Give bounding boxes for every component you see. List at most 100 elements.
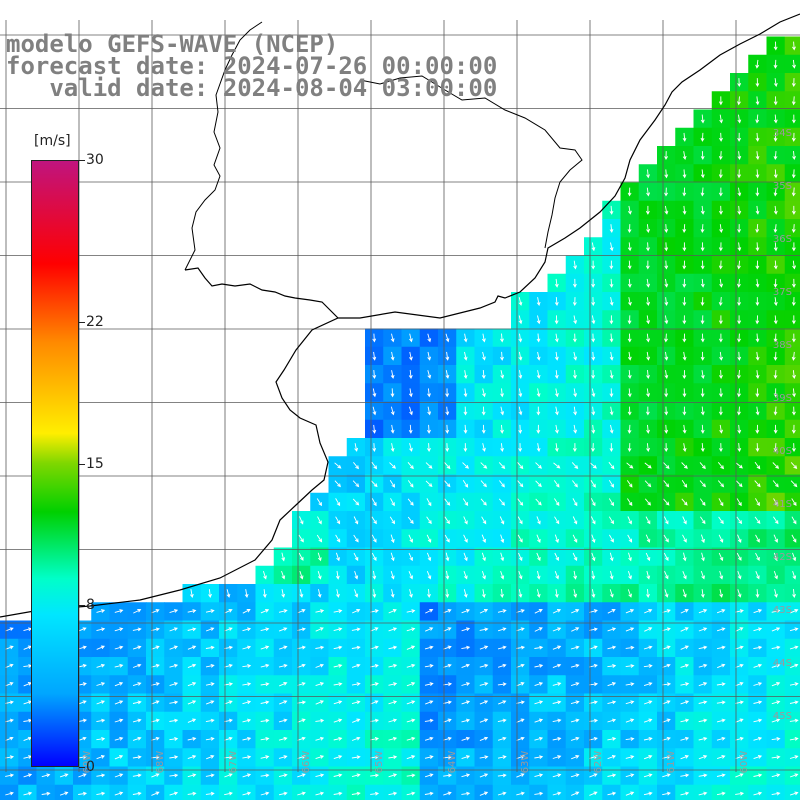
wind-vector-arrow: [790, 480, 798, 488]
wind-vector-arrow: [424, 682, 434, 686]
wind-vector-arrow: [737, 260, 741, 270]
longitude-label: 65W: [374, 751, 385, 774]
wind-vector-arrow: [627, 278, 632, 288]
wind-vector-arrow: [792, 589, 796, 599]
wind-vector-arrow: [792, 151, 796, 161]
wind-vector-arrow: [497, 609, 507, 613]
wind-vector-arrow: [516, 682, 525, 687]
longitude-label: 62W: [593, 751, 604, 774]
wind-vector-arrow: [59, 791, 69, 796]
wind-vector-arrow: [570, 700, 580, 705]
wind-vector-arrow: [644, 498, 651, 506]
wind-vector-arrow: [735, 627, 744, 632]
wind-speed-cell: [784, 438, 800, 457]
wind-vector-arrow: [479, 755, 489, 760]
wind-vector-arrow: [242, 645, 252, 650]
wind-vector-arrow: [388, 663, 398, 668]
uruguay-border: [184, 21, 263, 271]
wind-vector-arrow: [335, 498, 341, 507]
wind-vector-arrow: [333, 773, 343, 778]
wind-speed-cell: [164, 784, 184, 800]
wind-vector-arrow: [646, 169, 650, 179]
wind-vector-arrow: [643, 682, 653, 687]
wind-vector-arrow: [407, 480, 414, 488]
wind-vector-arrow: [353, 552, 359, 562]
wind-vector-arrow: [151, 736, 160, 741]
wind-vector-arrow: [463, 406, 468, 416]
wind-vector-arrow: [609, 260, 614, 270]
wind-vector-arrow: [719, 370, 723, 380]
wind-vector-arrow: [627, 589, 632, 598]
forecast-date: forecast date: 2024-07-26 00:00:00: [6, 52, 498, 80]
wind-speed-cell: [784, 91, 800, 111]
longitude-label: 68W: [155, 751, 166, 774]
wind-vector-arrow: [645, 260, 650, 270]
wind-vector-arrow: [114, 609, 124, 613]
wind-vector-arrow: [700, 388, 705, 398]
wind-speed-cell: [784, 255, 800, 275]
wind-vector-arrow: [552, 609, 562, 614]
wind-vector-arrow: [463, 388, 468, 398]
wind-vector-arrow: [735, 609, 744, 613]
wind-vector-arrow: [791, 96, 796, 106]
wind-vector-arrow: [607, 682, 617, 687]
wind-vector-arrow: [242, 682, 252, 687]
wind-vector-arrow: [517, 516, 523, 525]
wind-vector-arrow: [353, 462, 359, 470]
wind-vector-arrow: [114, 682, 124, 687]
wind-vector-arrow: [409, 589, 413, 598]
wind-vector-arrow: [771, 718, 781, 723]
wind-vector-arrow: [664, 224, 669, 234]
wind-vector-arrow: [680, 791, 690, 796]
wind-vector-arrow: [718, 297, 723, 307]
wind-vector-arrow: [627, 370, 632, 380]
wind-vector-arrow: [427, 406, 432, 416]
wind-vector-arrow: [78, 682, 87, 686]
wind-vector-arrow: [480, 462, 488, 469]
wind-vector-arrow: [351, 736, 361, 741]
wind-vector-arrow: [534, 718, 544, 723]
wind-vector-arrow: [627, 315, 632, 325]
wind-vector-arrow: [278, 718, 288, 723]
wind-vector-arrow: [497, 773, 507, 778]
lat-lon-grid: [0, 20, 800, 772]
wind-speed-cell: [784, 273, 800, 293]
wind-vector-arrow: [444, 462, 451, 470]
wind-vector-arrow: [589, 700, 598, 705]
wind-vector-arrow: [589, 682, 599, 687]
wind-vector-arrow: [590, 498, 596, 507]
wind-vector-arrow: [461, 718, 471, 723]
wind-vector-arrow: [406, 609, 416, 613]
wind-vector-arrow: [627, 351, 632, 361]
wind-vector-arrow: [536, 570, 541, 580]
wind-vector-arrow: [554, 516, 560, 525]
wind-vector-arrow: [372, 370, 377, 380]
wind-vector-arrow: [719, 424, 724, 434]
wind-vector-arrow: [664, 388, 669, 398]
wind-vector-arrow: [481, 424, 486, 434]
wind-vector-arrow: [352, 718, 361, 723]
wind-vector-arrow: [735, 755, 744, 760]
wind-vector-arrow: [390, 333, 395, 343]
wind-vector-arrow: [333, 627, 343, 632]
wind-vector-arrow: [591, 570, 596, 580]
wind-vector-arrow: [627, 498, 633, 506]
wind-vector-arrow: [791, 351, 796, 361]
wind-vector-arrow: [773, 205, 778, 215]
wind-vector-arrow: [552, 773, 562, 778]
wind-vector-arrow: [700, 570, 705, 580]
wind-vector-arrow: [187, 682, 197, 687]
wind-speed-cell: [565, 784, 585, 800]
wind-vector-arrow: [333, 755, 343, 760]
wind-vector-arrow: [260, 700, 270, 705]
wind-vector-arrow: [408, 424, 413, 434]
wind-vector-arrow: [389, 516, 395, 525]
wind-vector-arrow: [5, 755, 15, 760]
wind-vector-arrow: [737, 132, 741, 142]
wind-vector-arrow: [573, 351, 578, 361]
wind-vector-arrow: [479, 627, 489, 632]
wind-speed-cell: [784, 200, 800, 220]
wind-vector-arrow: [645, 205, 650, 215]
wind-vector-arrow: [500, 570, 505, 580]
wind-vector-arrow: [390, 406, 395, 416]
